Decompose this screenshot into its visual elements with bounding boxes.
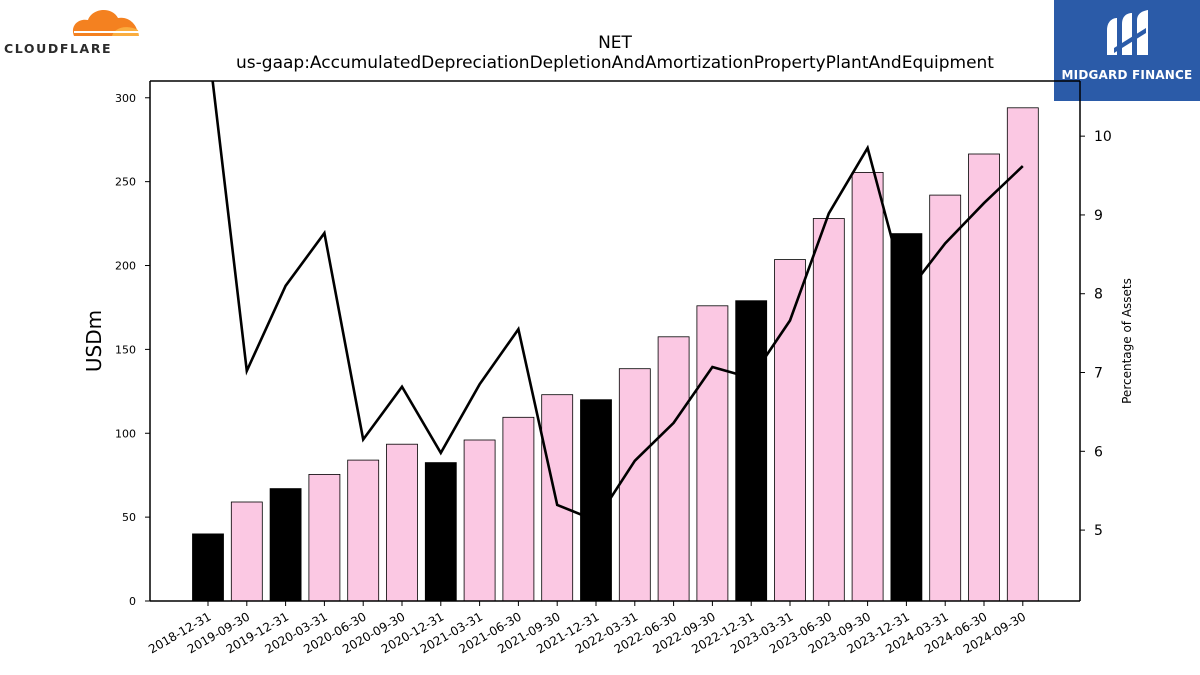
y-tick-label: 50 xyxy=(122,511,136,524)
y2-tick-label: 5 xyxy=(1094,523,1103,539)
bar-2022-12-31 xyxy=(735,300,768,602)
bar-2022-06-30 xyxy=(657,336,690,602)
midgard-emblem-icon xyxy=(1107,10,1148,55)
cloudflare-wordmark: CLOUDFLARE xyxy=(4,41,113,56)
y-tick-label: 200 xyxy=(115,260,136,273)
bar-2024-03-31 xyxy=(929,194,962,602)
bar-2019-12-31 xyxy=(269,488,302,602)
bar-2021-09-30 xyxy=(541,394,574,602)
chart-title-line2: us-gaap:AccumulatedDepreciationDepletion… xyxy=(236,53,994,73)
bar-2023-09-30 xyxy=(851,171,884,602)
bar-2019-09-30 xyxy=(230,501,263,602)
y2-axis-label: Percentage of Assets xyxy=(1120,278,1134,404)
bar-2020-03-31 xyxy=(308,473,341,602)
y2-tick-label: 10 xyxy=(1094,129,1112,145)
bar-2018-12-31 xyxy=(192,533,224,602)
y-tick-label: 250 xyxy=(115,176,136,189)
cloud-icon xyxy=(72,9,140,36)
y2-tick-label: 6 xyxy=(1094,444,1103,460)
midgard-finance-logo: MIDGARD FINANCE xyxy=(1054,0,1200,101)
bar-2020-12-31 xyxy=(424,462,457,602)
bar-2022-09-30 xyxy=(696,305,729,602)
bar-2020-06-30 xyxy=(347,459,380,602)
bar-2021-06-30 xyxy=(502,416,535,602)
y2-tick-label: 8 xyxy=(1094,287,1103,303)
bar-2021-12-31 xyxy=(580,399,612,602)
bar-2023-06-30 xyxy=(812,218,845,602)
midgard-wordmark: MIDGARD FINANCE xyxy=(1061,68,1193,82)
chart-title-line1: NET xyxy=(598,33,632,53)
y-tick-label: 300 xyxy=(115,92,136,105)
y2-tick-label: 9 xyxy=(1094,208,1103,224)
y-tick-label: 0 xyxy=(129,595,136,608)
bar-2023-03-31 xyxy=(774,259,806,602)
percentage-line xyxy=(211,81,1024,523)
cloudflare-logo: CLOUDFLARE xyxy=(4,4,146,56)
bar-2021-03-31 xyxy=(463,439,496,602)
y-axis-label: USDm xyxy=(82,310,106,372)
bar-2024-06-30 xyxy=(968,153,1000,602)
bar-2024-09-30 xyxy=(1006,107,1039,602)
y2-tick-label: 7 xyxy=(1094,366,1103,382)
bar-2022-03-31 xyxy=(618,368,651,602)
y-tick-label: 100 xyxy=(115,427,136,440)
bar-2020-09-30 xyxy=(386,443,418,602)
y-tick-label: 150 xyxy=(115,343,136,356)
